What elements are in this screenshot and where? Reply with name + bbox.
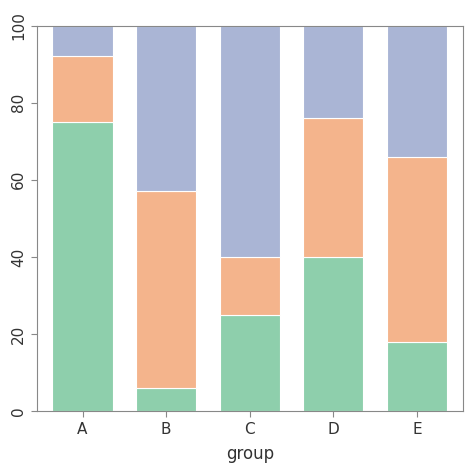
Bar [303, 26, 364, 118]
Bar [219, 257, 280, 315]
Bar [136, 388, 196, 411]
Bar [53, 26, 113, 56]
Bar [303, 257, 364, 411]
Bar [219, 315, 280, 411]
Bar [53, 122, 113, 411]
Bar [387, 156, 447, 342]
Bar [387, 26, 447, 156]
Bar [219, 26, 280, 257]
Bar [387, 342, 447, 411]
Bar [303, 118, 364, 257]
Bar [136, 26, 196, 191]
Bar [53, 56, 113, 122]
Bar [136, 191, 196, 388]
X-axis label: group: group [226, 445, 274, 463]
